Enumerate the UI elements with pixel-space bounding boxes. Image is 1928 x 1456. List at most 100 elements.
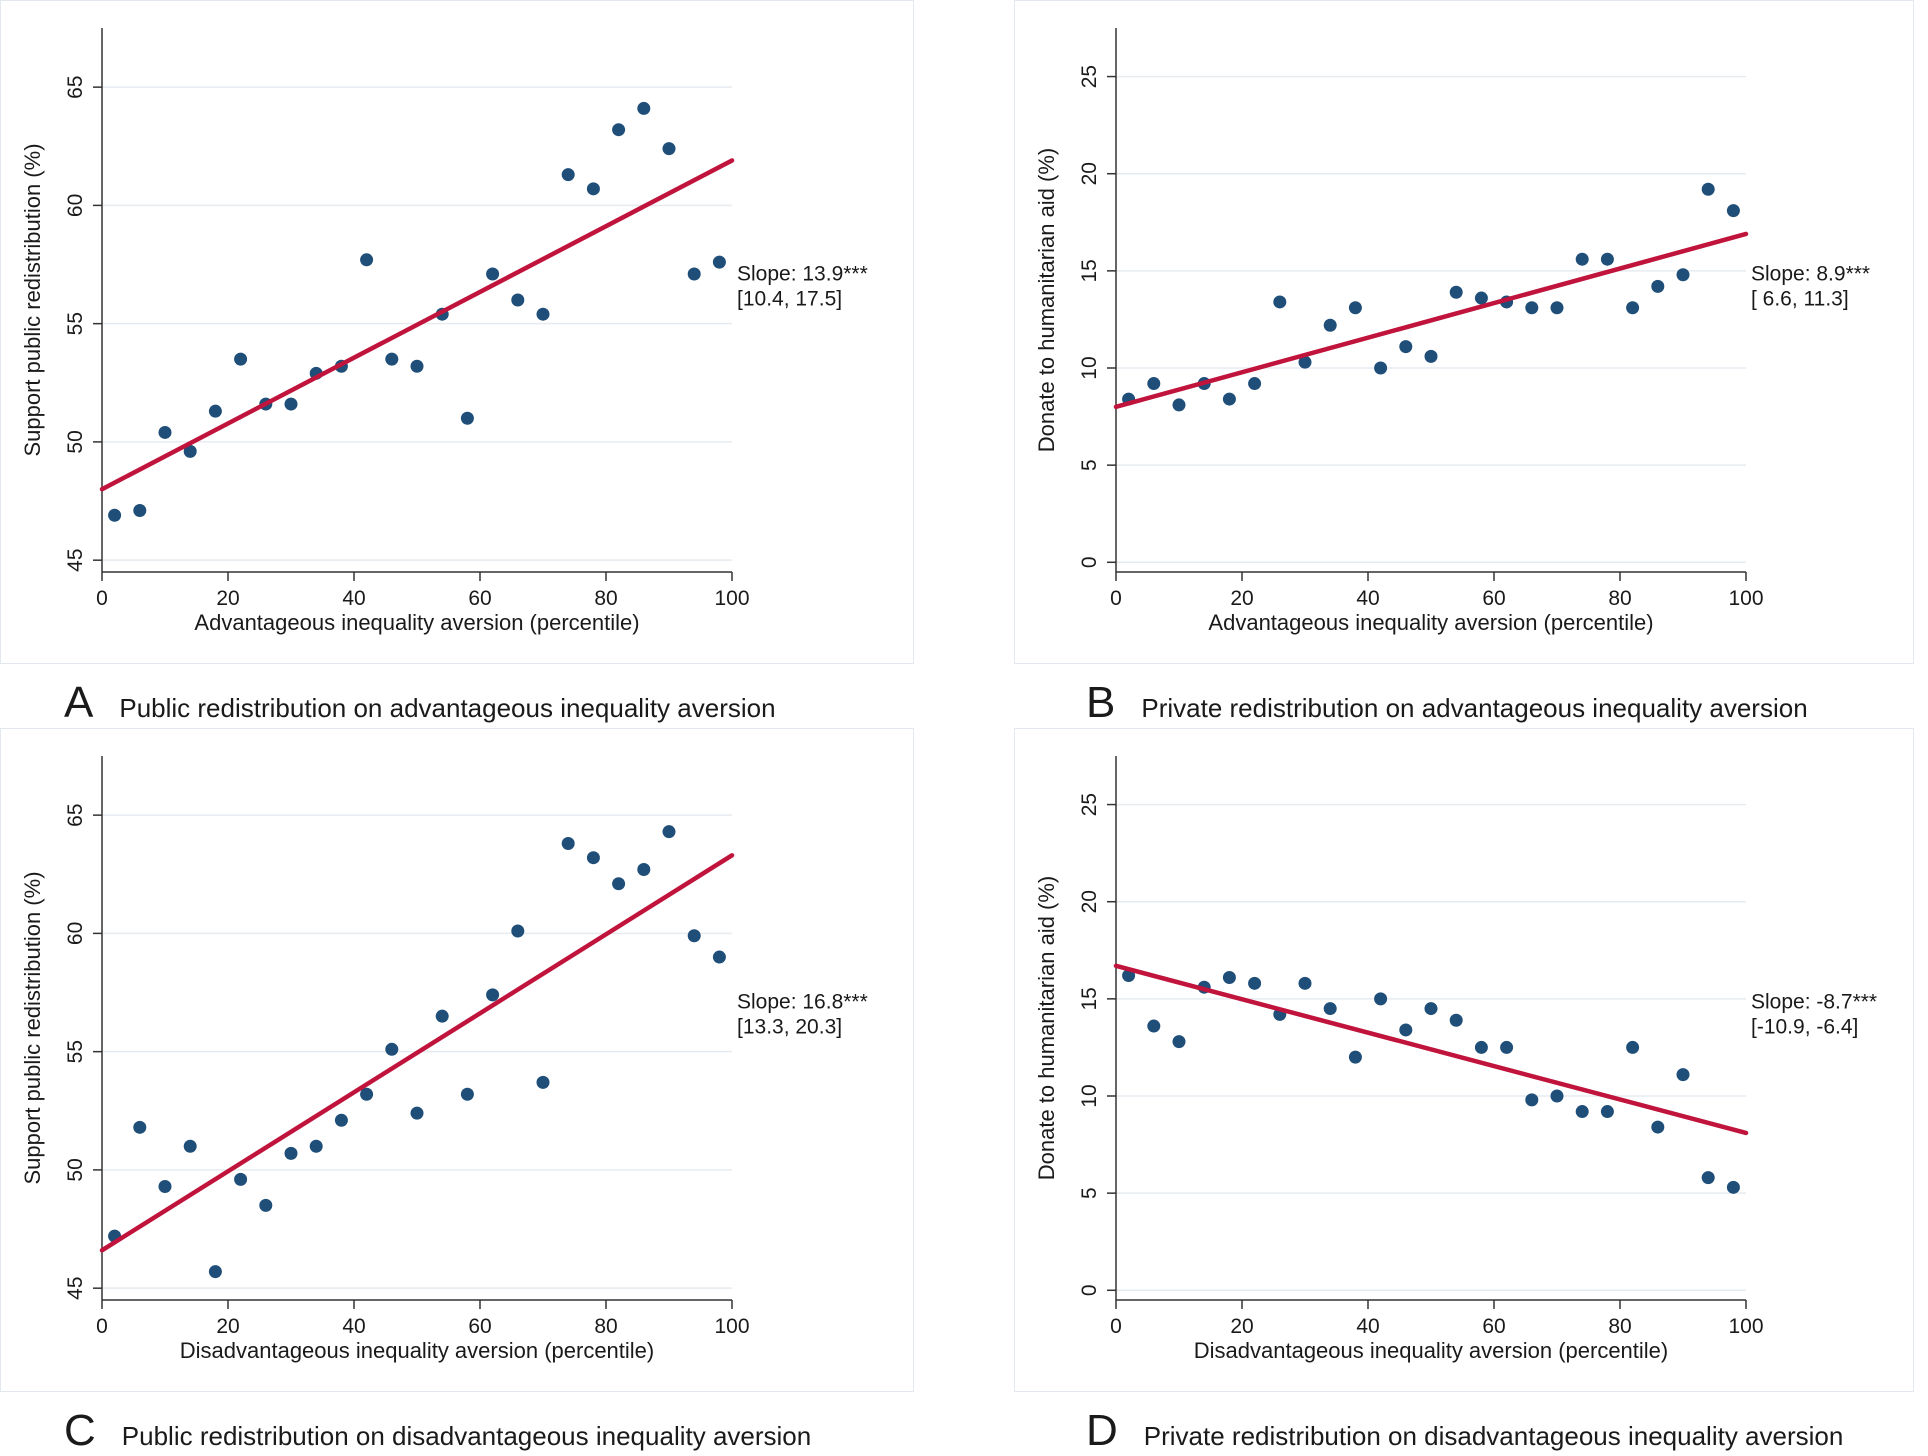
x-tick-label: 100 — [714, 587, 749, 610]
data-point — [183, 1139, 197, 1153]
x-tick-label: 20 — [1230, 587, 1253, 610]
data-point — [1172, 398, 1186, 412]
panel-c-chart: 0 20 40 60 80 100 45 50 55 60 65 Disadvantageous in… — [20, 756, 868, 1363]
x-tick-label: 20 — [1230, 1315, 1253, 1338]
y-tick-label: 55 — [64, 312, 87, 335]
x-tick-label: 60 — [1482, 1315, 1505, 1338]
x-tick-label: 100 — [1728, 1315, 1763, 1338]
data-point — [1424, 1002, 1438, 1016]
x-tick-label: 80 — [594, 587, 617, 610]
slope-confidence-interval: [ 6.6, 11.3] — [1751, 287, 1849, 310]
data-point — [1449, 1013, 1463, 1027]
data-point — [1600, 252, 1614, 266]
data-point — [1550, 1089, 1564, 1103]
slope-annotation: Slope: -8.7*** — [1751, 990, 1877, 1013]
fit-line — [99, 853, 735, 1253]
data-point — [687, 929, 701, 943]
data-point — [1424, 349, 1438, 363]
data-point — [536, 307, 550, 321]
data-point — [586, 182, 600, 196]
x-tick-label: 0 — [96, 1315, 108, 1338]
data-point — [1626, 301, 1640, 315]
data-point — [712, 950, 726, 964]
fit-line — [1113, 231, 1749, 410]
y-tick-label: 55 — [64, 1040, 87, 1063]
data-point — [1726, 1180, 1740, 1194]
data-point — [1147, 1019, 1161, 1033]
data-point — [1726, 204, 1740, 218]
data-point — [1525, 1093, 1539, 1107]
data-point — [1248, 976, 1262, 990]
slope-annotation: Slope: 16.8*** — [737, 990, 868, 1013]
x-tick-label: 20 — [216, 1315, 239, 1338]
x-tick-label: 40 — [1356, 587, 1379, 610]
data-point — [486, 988, 500, 1002]
panel-b-letter: B — [1086, 678, 1116, 727]
data-point — [360, 1087, 374, 1101]
panel-b: 0 20 40 60 80 100 0 5 10 15 20 25 Advantageous inequ… — [1014, 0, 1928, 727]
data-point — [334, 1113, 348, 1127]
data-point — [1399, 340, 1413, 354]
x-tick-label: 80 — [1608, 1315, 1631, 1338]
data-point — [1298, 976, 1312, 990]
slope-confidence-interval: [10.4, 17.5] — [737, 287, 842, 310]
data-point — [1222, 970, 1236, 984]
data-point — [1651, 1120, 1665, 1134]
panel-c-letter: C — [64, 1406, 96, 1455]
data-point — [460, 411, 474, 425]
panel-c-frame — [0, 728, 914, 1392]
data-point — [1701, 1171, 1715, 1185]
x-tick-label: 80 — [1608, 587, 1631, 610]
data-point — [561, 168, 575, 182]
data-point — [1399, 1023, 1413, 1037]
y-tick-label: 5 — [1078, 459, 1101, 471]
data-point — [1348, 1050, 1362, 1064]
x-tick-label: 60 — [468, 1315, 491, 1338]
data-point — [410, 1106, 424, 1120]
data-point — [1474, 1040, 1488, 1054]
data-point — [133, 504, 147, 518]
panel-d-caption: D Private redistribution on disadvantage… — [1086, 1406, 1843, 1456]
y-tick-label: 50 — [64, 1158, 87, 1181]
data-point — [1323, 318, 1337, 332]
panel-a-caption-text: Public redistribution on advantageous in… — [119, 693, 776, 723]
data-point — [1474, 291, 1488, 305]
x-tick-label: 40 — [1356, 1315, 1379, 1338]
slope-annotation: Slope: 13.9*** — [737, 262, 868, 285]
data-point — [284, 397, 298, 411]
data-point — [284, 1146, 298, 1160]
x-tick-label: 40 — [342, 1315, 365, 1338]
panel-b-caption-text: Private redistribution on advantageous i… — [1141, 693, 1808, 723]
data-point — [1248, 377, 1262, 391]
data-point — [208, 404, 222, 418]
y-tick-label: 10 — [1078, 356, 1101, 379]
data-point — [712, 255, 726, 269]
panel-a-caption: A Public redistribution on advantageous … — [64, 678, 776, 728]
fit-line — [99, 158, 735, 492]
data-point — [158, 1179, 172, 1193]
data-point — [1600, 1105, 1614, 1119]
x-tick-label: 100 — [1728, 587, 1763, 610]
panel-b-chart: 0 20 40 60 80 100 0 5 10 15 20 25 Advantageous inequ… — [1034, 28, 1870, 635]
x-tick-label: 80 — [594, 1315, 617, 1338]
data-point — [612, 123, 626, 137]
y-tick-label: 50 — [64, 430, 87, 453]
data-point — [1449, 285, 1463, 299]
data-point — [234, 352, 248, 366]
y-tick-label: 60 — [64, 194, 87, 217]
panel-a-frame — [0, 0, 914, 664]
data-point — [1298, 355, 1312, 369]
panel-a: 0 20 40 60 80 100 45 50 55 60 65 Advantageous inequ… — [0, 0, 964, 727]
y-tick-label: 45 — [64, 1276, 87, 1299]
data-point — [1626, 1040, 1640, 1054]
y-tick-label: 20 — [1078, 890, 1101, 913]
data-point — [309, 1139, 323, 1153]
x-axis-title: Disadvantageous inequality aversion (per… — [180, 1338, 655, 1363]
x-axis-title: Advantageous inequality aversion (percen… — [194, 610, 639, 635]
data-point — [1273, 295, 1287, 309]
data-point — [1676, 1068, 1690, 1082]
data-point — [208, 1265, 222, 1279]
panel-a-letter: A — [64, 678, 94, 727]
data-point — [612, 877, 626, 891]
data-point — [511, 293, 525, 307]
